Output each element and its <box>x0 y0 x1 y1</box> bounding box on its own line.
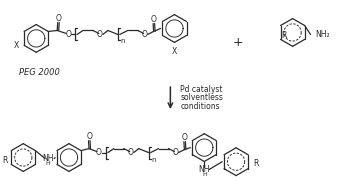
Text: O: O <box>142 30 148 39</box>
Text: O: O <box>97 30 103 39</box>
Text: conditions: conditions <box>180 102 220 111</box>
Text: NH: NH <box>198 165 210 174</box>
Text: Pd catalyst: Pd catalyst <box>180 84 223 94</box>
Text: NH: NH <box>42 154 54 163</box>
Text: solventless: solventless <box>180 94 223 102</box>
Text: X: X <box>172 47 177 56</box>
Text: R: R <box>2 156 8 165</box>
Text: O: O <box>181 133 187 142</box>
Text: O: O <box>96 148 102 157</box>
Text: PEG 2000: PEG 2000 <box>19 68 60 77</box>
Text: O: O <box>87 132 92 141</box>
Text: +: + <box>233 36 243 49</box>
Text: O: O <box>65 30 71 39</box>
Text: NH₂: NH₂ <box>315 30 330 39</box>
Text: R: R <box>281 31 286 40</box>
Text: O: O <box>173 148 178 157</box>
Text: O: O <box>56 14 62 23</box>
Text: R: R <box>253 159 258 168</box>
Text: O: O <box>128 148 134 157</box>
Text: H: H <box>202 172 207 177</box>
Text: X: X <box>14 41 19 50</box>
Text: O: O <box>151 15 157 24</box>
Text: n: n <box>151 156 156 163</box>
Text: n: n <box>120 38 125 44</box>
Text: H: H <box>46 161 50 166</box>
